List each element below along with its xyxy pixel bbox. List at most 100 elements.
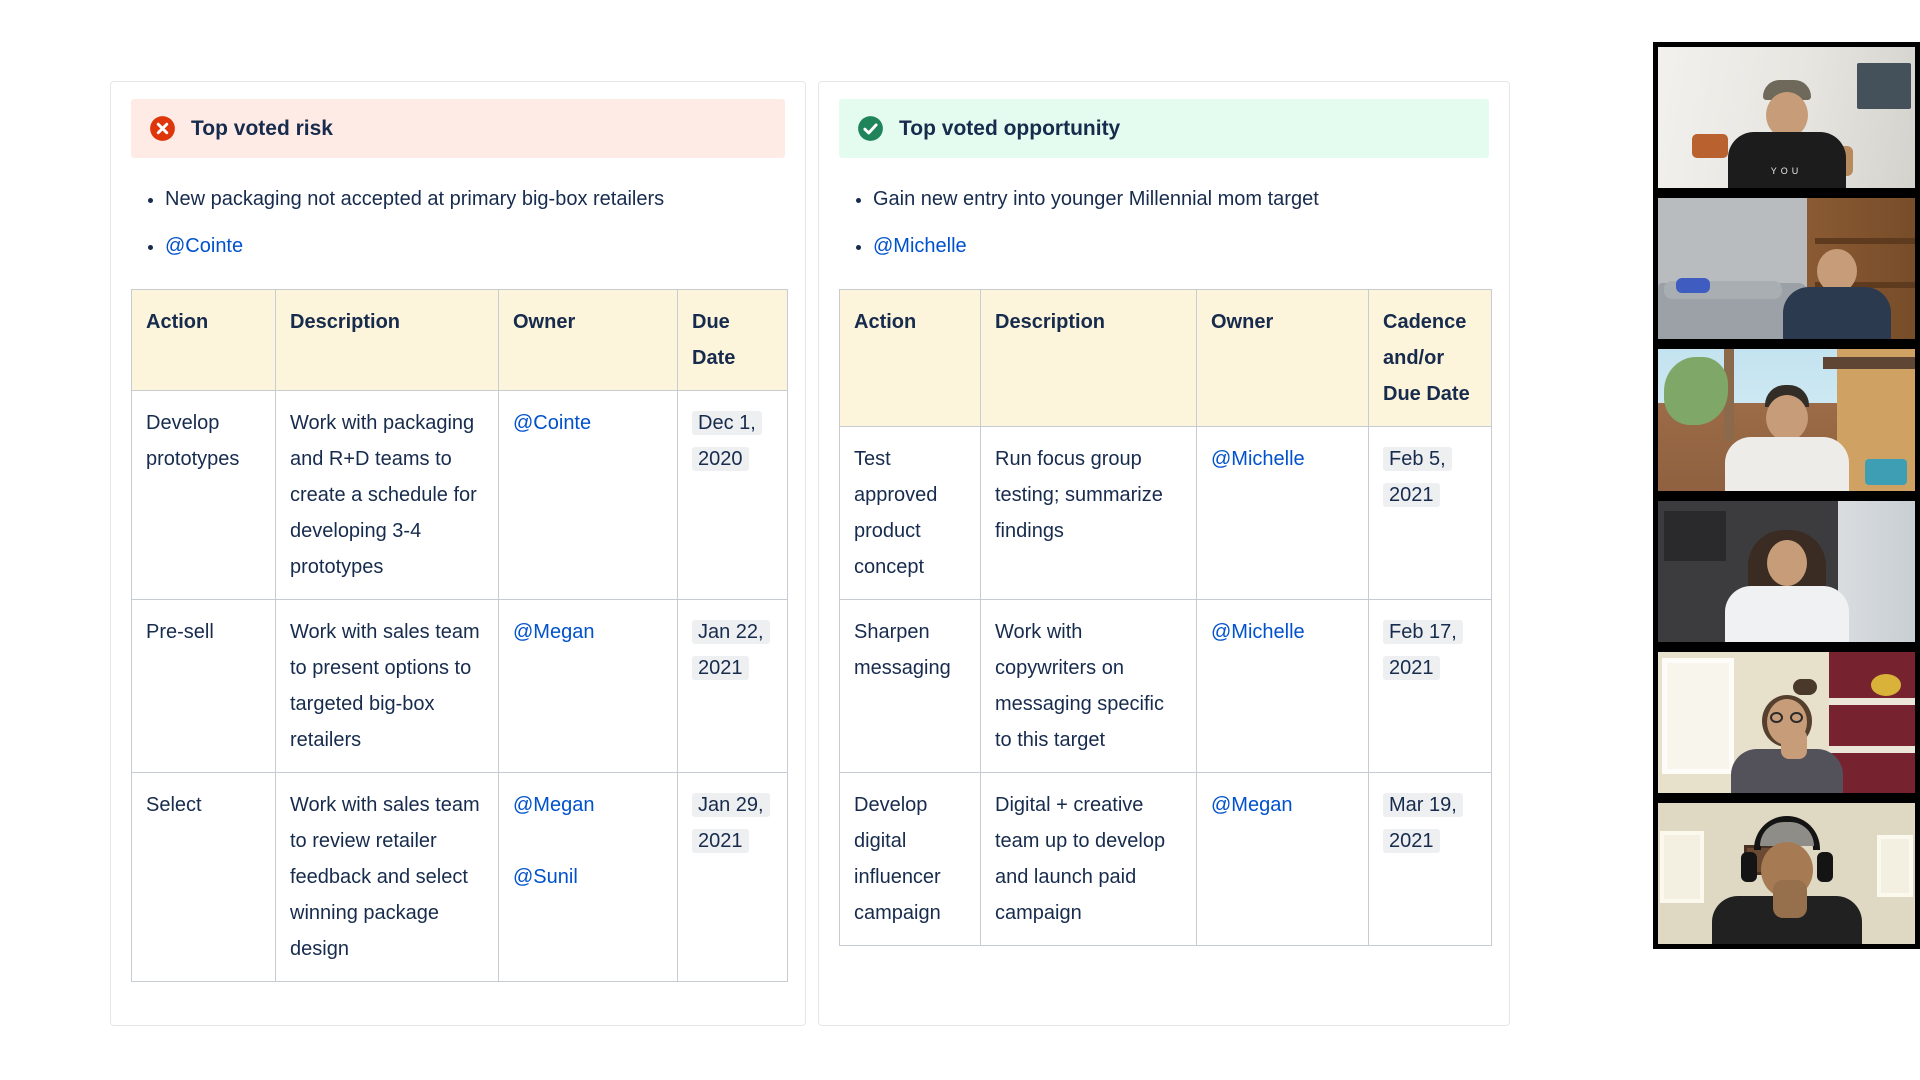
window: [1662, 657, 1734, 774]
shirt-text: YOU: [1770, 166, 1803, 177]
bookshelf: [1815, 238, 1915, 245]
risk-banner: Top voted risk: [131, 99, 785, 158]
due-date-cell: Feb 5, 2021: [1368, 426, 1492, 600]
head: [1765, 92, 1808, 139]
description-cell: Work with sales team to present options …: [275, 599, 499, 773]
risk-bullet-text: New packaging not accepted at primary bi…: [165, 184, 785, 214]
patio-chair: [1865, 458, 1907, 485]
description-cell: Work with sales team to review retailer …: [275, 772, 499, 982]
roof: [1823, 357, 1915, 370]
headphone-cup: [1816, 852, 1833, 883]
red-shelves: [1829, 651, 1915, 793]
date-chip: Jan 29, 2021: [692, 793, 770, 853]
risk-col-due-date: Due Date: [677, 289, 788, 391]
risk-bullet-text-label: New packaging not accepted at primary bi…: [165, 188, 665, 210]
head: [1765, 394, 1808, 441]
opportunity-bullet-mention: @Michelle: [873, 231, 1489, 261]
date-chip: Jan 22, 2021: [692, 620, 770, 680]
torso: [1724, 436, 1849, 491]
palm-trunk: [1724, 349, 1734, 442]
owner-cell: @Megan: [1196, 772, 1369, 946]
description-cell: Digital + creative team up to develop an…: [980, 772, 1197, 946]
opportunity-banner-title: Top voted opportunity: [899, 116, 1121, 140]
window: [1877, 834, 1913, 897]
due-date-cell: Mar 19, 2021: [1368, 772, 1492, 946]
participant-4-video[interactable]: [1653, 495, 1920, 647]
shelf-ledge: [1829, 697, 1915, 705]
head: [1817, 249, 1857, 294]
participant-5-video[interactable]: [1653, 646, 1920, 798]
action-cell: Sharpen messaging: [839, 599, 981, 773]
hair-bun: [1792, 678, 1817, 695]
description-cell: Run focus group testing; summarize findi…: [980, 426, 1197, 600]
date-chip: Mar 19, 2021: [1383, 793, 1463, 853]
table-row: Develop prototypes Work with packaging a…: [131, 390, 788, 600]
due-date-cell: Jan 22, 2021: [677, 599, 788, 773]
table-row: Select Work with sales team to review re…: [131, 772, 788, 982]
owner-cell: @Cointe: [498, 390, 678, 600]
window: [1660, 830, 1704, 903]
table-row: Sharpen messaging Work with copywriters …: [839, 599, 1492, 773]
opportunity-col-owner: Owner: [1196, 289, 1369, 427]
error-circle-icon: [149, 115, 176, 142]
action-cell: Develop prototypes: [131, 390, 276, 600]
mention-link-michelle[interactable]: @Michelle: [873, 235, 967, 257]
owner-cell: @Michelle: [1196, 599, 1369, 773]
tv-screen: [1857, 63, 1911, 109]
mention-link-cointe[interactable]: @Cointe: [165, 235, 244, 257]
date-chip: Dec 1, 2020: [692, 411, 762, 471]
risk-col-owner: Owner: [498, 289, 678, 391]
risk-table: Action Description Owner Due Date Develo…: [131, 289, 788, 982]
risk-table-header-row: Action Description Owner Due Date: [131, 289, 788, 391]
due-date-cell: Feb 17, 2021: [1368, 599, 1492, 773]
cabinet: [1664, 510, 1726, 561]
table-row: Develop digital influencer campaign Digi…: [839, 772, 1492, 946]
action-cell: Pre-sell: [131, 599, 276, 773]
mention-link-sunil[interactable]: @Sunil: [513, 866, 578, 888]
torso: [1783, 287, 1891, 340]
mention-link-michelle[interactable]: @Michelle: [1211, 621, 1305, 643]
due-date-cell: Jan 29, 2021: [677, 772, 788, 982]
mention-link-megan[interactable]: @Megan: [1211, 794, 1293, 816]
opportunity-banner: Top voted opportunity: [839, 99, 1489, 158]
tree: [1664, 357, 1728, 426]
date-chip: Feb 5, 2021: [1383, 447, 1452, 507]
risk-col-action: Action: [131, 289, 276, 391]
owner-cell: @Megan @Sunil: [498, 772, 678, 982]
hand: [1772, 880, 1807, 919]
torso: [1724, 585, 1849, 642]
opportunity-bullet-text-label: Gain new entry into younger Millennial m…: [873, 188, 1319, 210]
head: [1766, 539, 1807, 586]
glasses: [1769, 711, 1783, 723]
owner-cell: @Michelle: [1196, 426, 1369, 600]
video-call-strip: YOU: [1653, 42, 1920, 950]
risk-banner-title: Top voted risk: [191, 116, 333, 140]
flowers: [1871, 673, 1901, 696]
blue-cloth: [1676, 278, 1710, 294]
mention-link-cointe[interactable]: @Cointe: [513, 412, 592, 434]
description-cell: Work with copywriters on messaging speci…: [980, 599, 1197, 773]
mention-link-megan[interactable]: @Megan: [513, 794, 595, 816]
participant-2-video[interactable]: [1653, 193, 1920, 345]
participant-3-video[interactable]: [1653, 344, 1920, 496]
risk-panel: Top voted risk New packaging not accepte…: [110, 81, 806, 1026]
orange-chair: [1692, 134, 1728, 159]
mention-link-megan[interactable]: @Megan: [513, 621, 595, 643]
opportunity-table: Action Description Owner Cadence and/or …: [839, 289, 1492, 946]
mention-link-michelle[interactable]: @Michelle: [1211, 448, 1305, 470]
opportunity-bullet-list: Gain new entry into younger Millennial m…: [849, 184, 1489, 261]
opportunity-table-header-row: Action Description Owner Cadence and/or …: [839, 289, 1492, 427]
opportunity-bullet-text: Gain new entry into younger Millennial m…: [873, 184, 1489, 214]
table-row: Test approved product concept Run focus …: [839, 426, 1492, 600]
description-cell: Work with packaging and R+D teams to cre…: [275, 390, 499, 600]
participant-6-video[interactable]: [1653, 797, 1920, 950]
owner-cell: @Megan: [498, 599, 678, 773]
date-chip: Feb 17, 2021: [1383, 620, 1463, 680]
bookshelf: [1815, 282, 1915, 289]
opportunity-col-action: Action: [839, 289, 981, 427]
risk-bullet-list: New packaging not accepted at primary bi…: [141, 184, 785, 261]
action-cell: Select: [131, 772, 276, 982]
participant-1-video[interactable]: YOU: [1653, 42, 1920, 194]
opportunity-panel: Top voted opportunity Gain new entry int…: [818, 81, 1510, 1026]
risk-bullet-mention: @Cointe: [165, 231, 785, 261]
